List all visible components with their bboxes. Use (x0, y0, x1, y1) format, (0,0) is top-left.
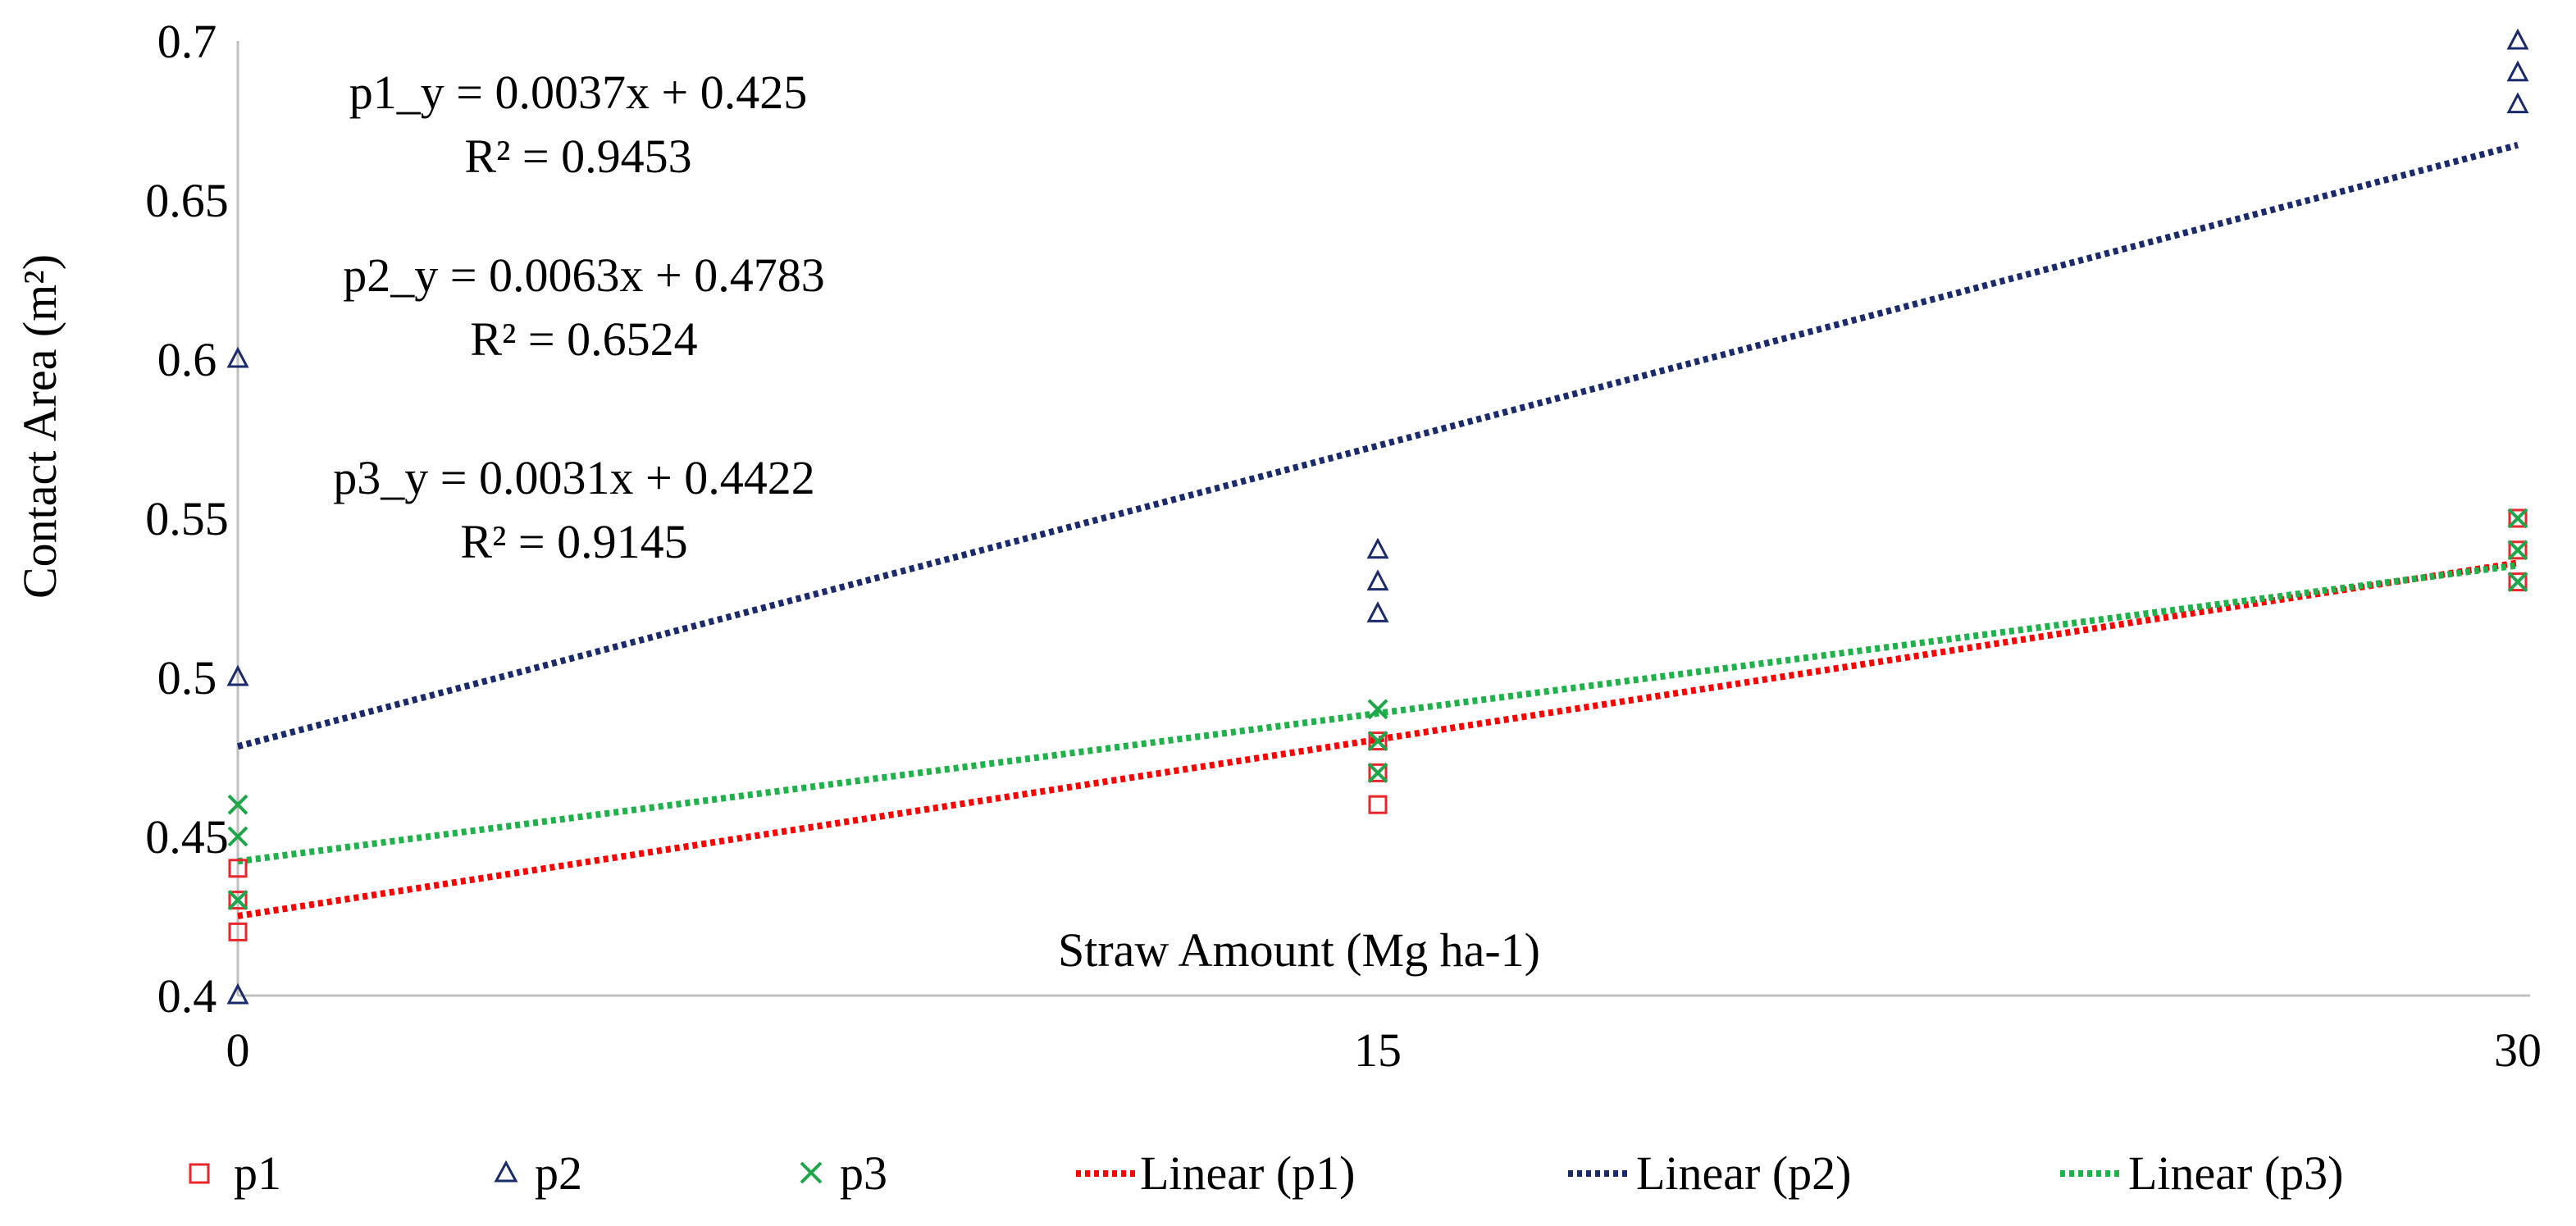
legend-label-p2: p2 (535, 1146, 582, 1200)
legend-label-p3: p3 (840, 1146, 887, 1200)
data-point-p3 (227, 826, 248, 847)
legend-item-p1: p1 (189, 1146, 281, 1200)
x-axis-title: Straw Amount (Mg ha-1) (1058, 923, 1540, 977)
legend-label-linear-p1: Linear (p1) (1140, 1146, 1355, 1200)
x-tick-label: 0 (226, 1023, 250, 1077)
y-tick-label: 0.7 (157, 15, 217, 68)
data-point-p1 (1368, 763, 1388, 782)
legend-item-p3: p3 (800, 1146, 887, 1200)
data-point-p3 (227, 794, 248, 815)
legend: p1 p2 p3 Linear (p1) Linear (p2) Linear … (189, 1146, 2343, 1200)
equation-annotations: p1_y = 0.0037x + 0.425 R² = 0.9453 p2_y … (333, 66, 824, 568)
data-point-p3 (2507, 572, 2528, 593)
data-point-p1 (228, 891, 248, 910)
data-point-p2 (226, 982, 249, 1005)
r2-p3: R² = 0.9145 (460, 515, 687, 568)
legend-item-linear-p2: Linear (p2) (1568, 1146, 1851, 1200)
equation-p2: p2_y = 0.0063x + 0.4783 (343, 248, 824, 302)
x-tick-labels: 0 15 30 (226, 1023, 2542, 1077)
x-tick-label: 30 (2494, 1023, 2542, 1077)
data-point-p2 (2506, 60, 2529, 82)
y-tick-label: 0.6 (157, 333, 217, 386)
trendline-p1 (237, 559, 2519, 919)
legend-marker-p1 (189, 1163, 210, 1184)
y-tick-label: 0.65 (145, 174, 229, 227)
data-point-p3 (227, 890, 248, 911)
data-point-p2 (226, 346, 249, 368)
data-point-p1 (2508, 540, 2528, 560)
y-tick-label: 0.45 (145, 810, 229, 864)
equation-p3: p3_y = 0.0031x + 0.4422 (333, 451, 814, 504)
data-point-p2 (2506, 92, 2529, 114)
data-point-p2 (226, 664, 249, 686)
y-tick-labels: 0.4 0.45 0.5 0.55 0.6 0.65 0.7 (145, 15, 229, 1023)
data-point-p3 (1367, 762, 1388, 783)
data-point-p1 (2508, 508, 2528, 528)
x-tick-label: 15 (1354, 1023, 1402, 1077)
data-point-p3 (1367, 699, 1388, 720)
y-tick-label: 0.55 (145, 492, 229, 545)
data-point-p3 (2507, 508, 2528, 529)
data-point-p1 (2508, 572, 2528, 592)
data-point-p2 (1366, 537, 1389, 559)
data-point-p3 (2507, 540, 2528, 561)
equation-p1: p1_y = 0.0037x + 0.425 (349, 66, 807, 119)
data-point-p2 (1366, 601, 1389, 622)
trendline-p2 (236, 142, 2519, 750)
legend-label-linear-p3: Linear (p3) (2128, 1146, 2343, 1200)
legend-label-linear-p2: Linear (p2) (1636, 1146, 1851, 1200)
data-point-p3 (1367, 731, 1388, 752)
r2-p1: R² = 0.9453 (464, 130, 691, 183)
data-point-p1 (228, 859, 248, 878)
data-point-p1 (1368, 795, 1388, 814)
data-point-p2 (2506, 28, 2529, 50)
y-tick-label: 0.5 (157, 651, 217, 704)
data-point-p1 (1368, 731, 1388, 751)
trendlines (236, 142, 2519, 919)
legend-item-linear-p3: Linear (p3) (2060, 1146, 2343, 1200)
data-point-p1 (228, 922, 248, 941)
legend-item-linear-p1: Linear (p1) (1076, 1146, 1355, 1200)
legend-item-p2: p2 (494, 1146, 582, 1200)
legend-label-p1: p1 (234, 1146, 281, 1200)
trendline-p3 (237, 562, 2519, 865)
legend-marker-p3 (800, 1161, 823, 1184)
y-axis-title: Contact Area (m²) (13, 254, 66, 599)
data-points (226, 28, 2529, 1005)
r2-p2: R² = 0.6524 (470, 312, 697, 366)
legend-marker-p2 (494, 1160, 518, 1183)
data-point-p2 (1366, 569, 1389, 591)
y-tick-label: 0.4 (157, 969, 217, 1023)
